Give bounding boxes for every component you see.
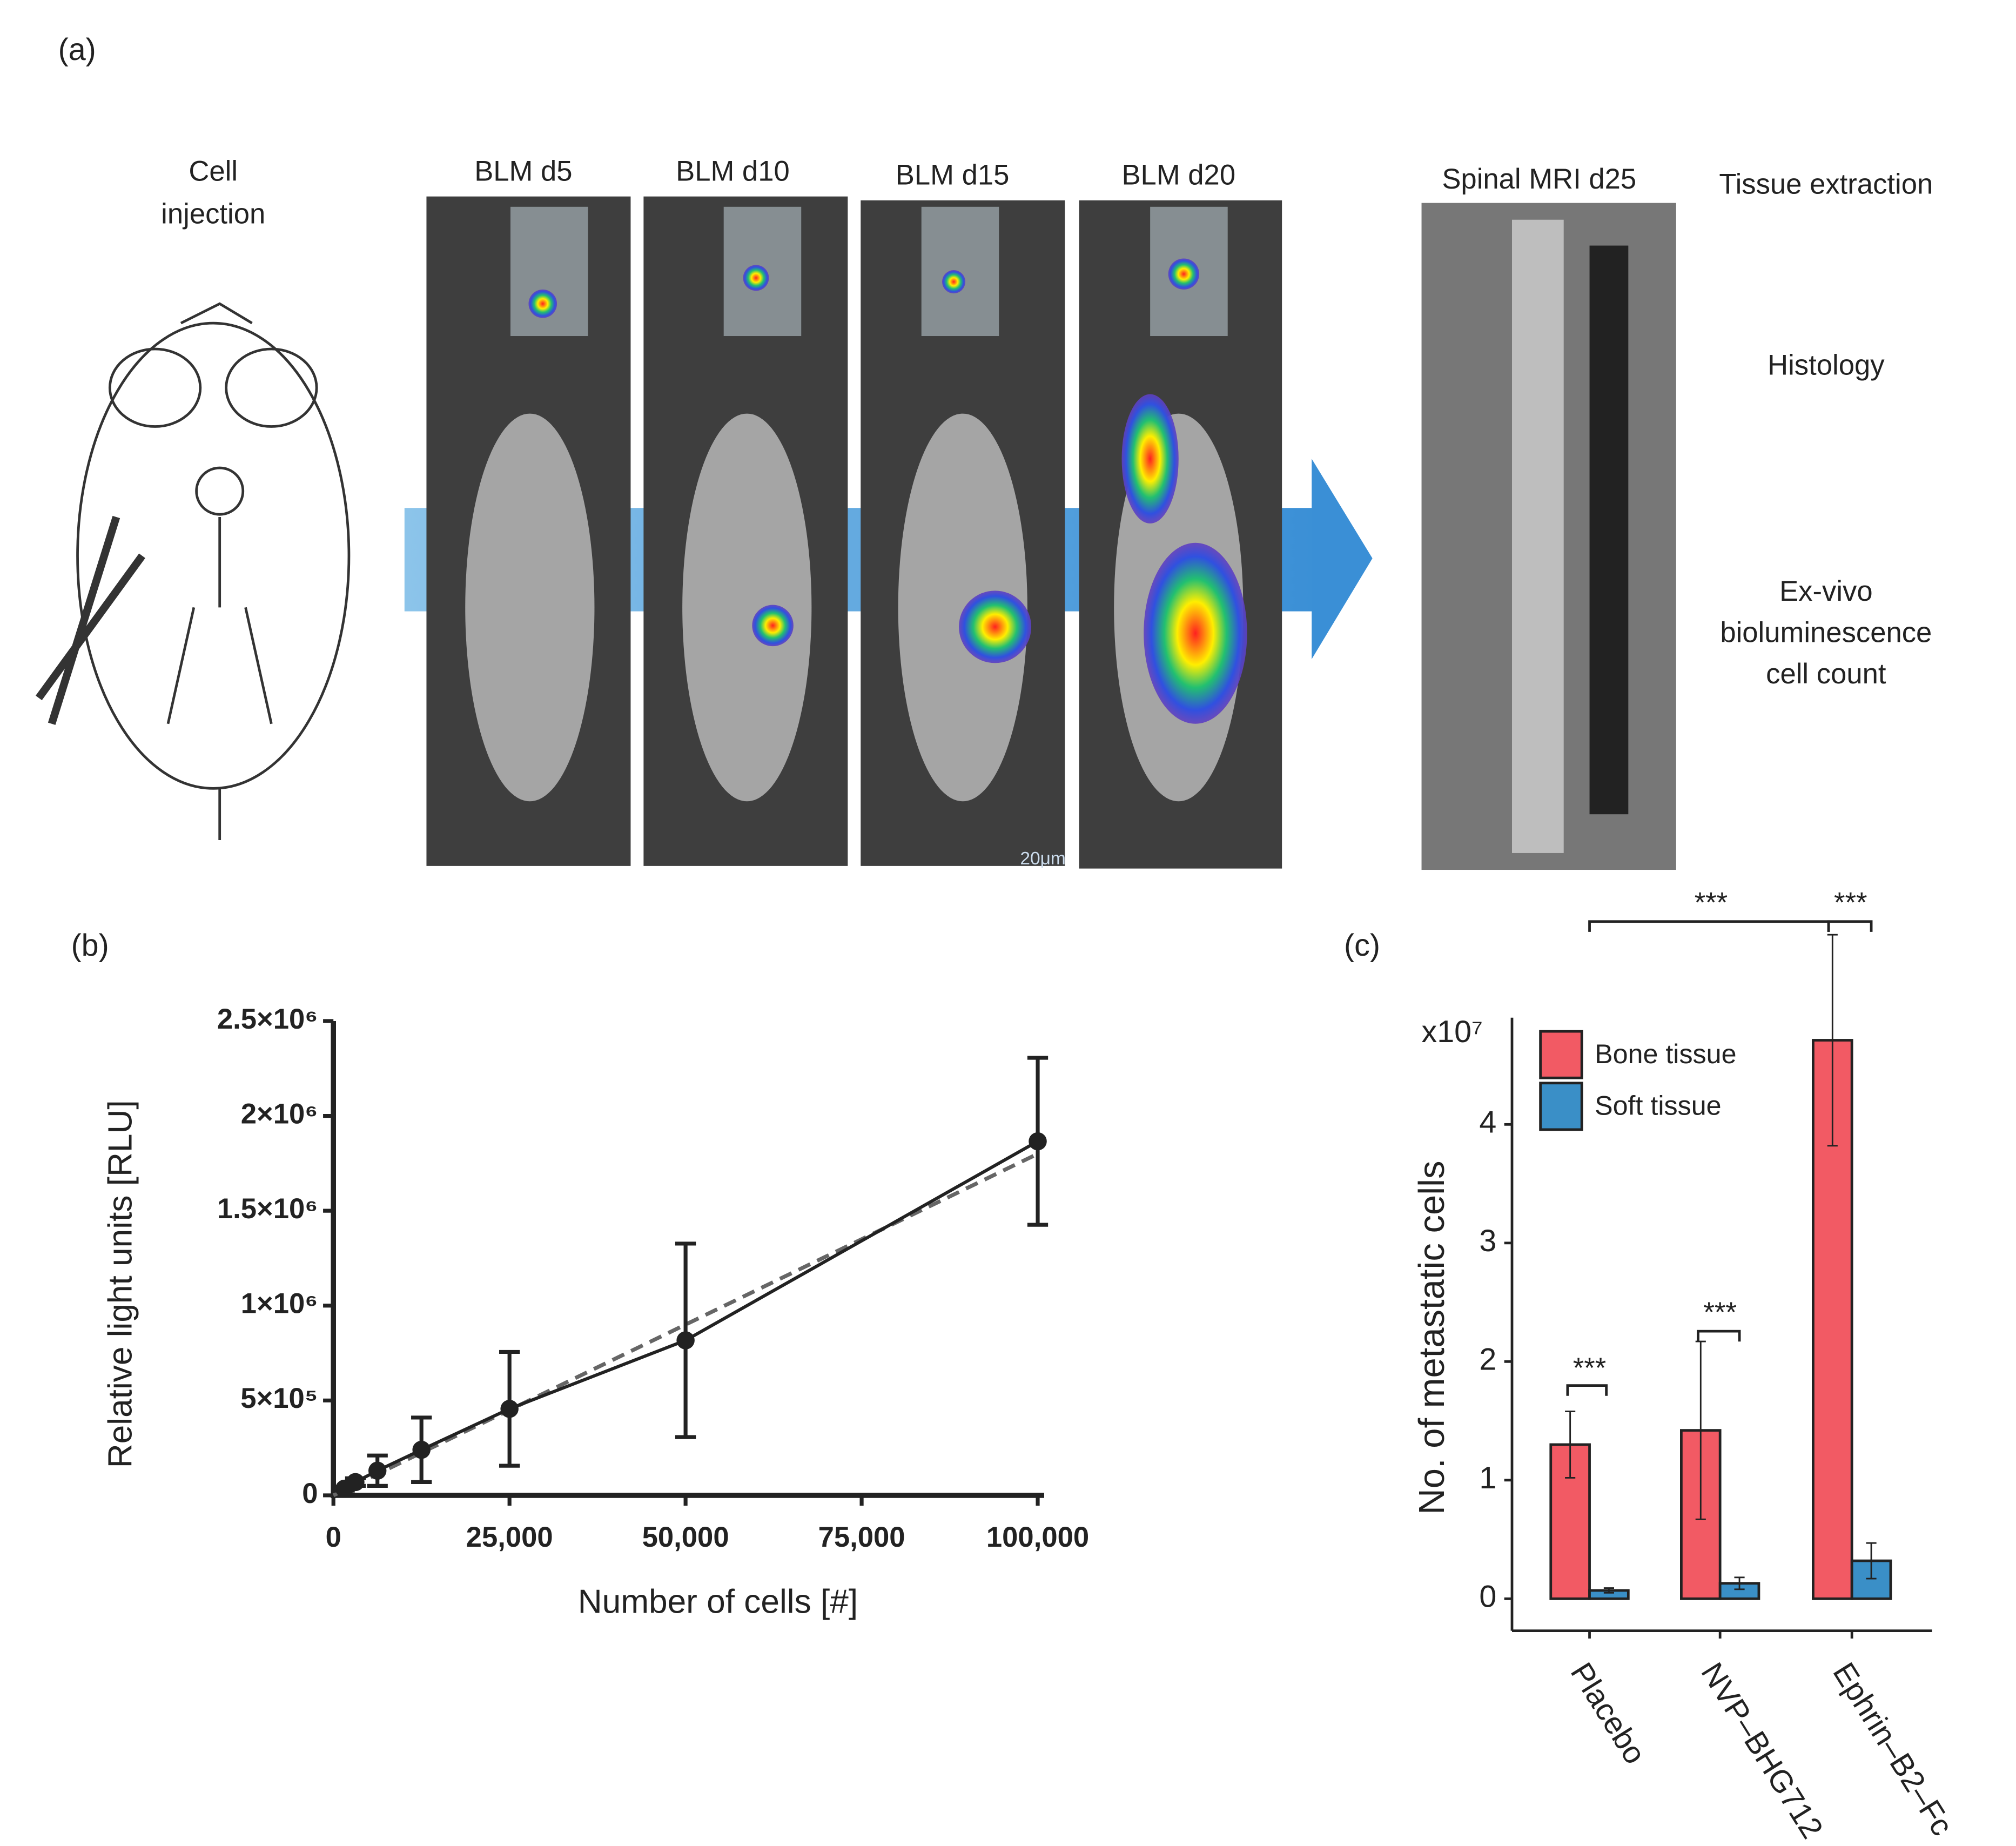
data-point <box>412 1440 431 1459</box>
legend-label: Soft tissue <box>1595 1091 1721 1121</box>
x-tick-label: NVP–BHG712 <box>1694 1657 1829 1845</box>
error-bar <box>1734 1576 1745 1590</box>
step-label: bioluminescence <box>1720 617 1932 649</box>
significance-bracket <box>1588 920 1830 932</box>
y-tick-label: 2×10⁶ <box>241 1098 318 1130</box>
bar <box>1850 1559 1892 1600</box>
step-label: injection <box>161 198 265 230</box>
data-point <box>368 1461 387 1480</box>
y-tick-label: 0 <box>302 1478 318 1509</box>
x-tick-label: Ephrin–B2–Fc <box>1826 1657 1959 1842</box>
error-bar <box>1866 1542 1877 1580</box>
x-tick-label: Placebo <box>1564 1657 1652 1770</box>
data-point <box>346 1473 365 1492</box>
panel-label: (b) <box>71 928 109 963</box>
step-label: cell count <box>1766 658 1886 690</box>
data-point <box>500 1400 519 1418</box>
y-tick-label: 4 <box>1479 1105 1496 1140</box>
y-unit-label: x10⁷ <box>1422 1015 1483 1049</box>
y-tick-label: 3 <box>1479 1224 1496 1258</box>
significance-label: *** <box>1695 887 1728 919</box>
x-tick-label: 50,000 <box>642 1521 729 1553</box>
y-axis-label: Relative light units [RLU] <box>102 1100 139 1468</box>
x-tick-label: 0 <box>326 1521 341 1553</box>
bioluminescence-images <box>426 196 1676 870</box>
timepoint-label: BLM d5 <box>474 156 572 187</box>
error-bar <box>1827 934 1838 1147</box>
error-bar <box>1603 1587 1614 1594</box>
x-tick-label: 75,000 <box>818 1521 905 1553</box>
y-tick-label: 0 <box>1479 1579 1496 1614</box>
mri-label: Spinal MRI d25 <box>1442 163 1636 195</box>
y-tick-label: 5×10⁵ <box>240 1382 318 1414</box>
y-tick-label: 2.5×10⁶ <box>217 1003 318 1035</box>
timepoint-label: BLM d15 <box>896 159 1010 191</box>
timepoint-label: BLM d10 <box>676 156 790 187</box>
y-tick-label: 1.5×10⁶ <box>217 1193 318 1225</box>
x-tick-label: 25,000 <box>466 1521 553 1553</box>
significance-bracket <box>1566 1384 1608 1396</box>
step-label: Tissue extraction <box>1719 168 1933 200</box>
y-tick-label: 1 <box>1479 1461 1496 1495</box>
timepoint-label: BLM d20 <box>1121 159 1235 191</box>
step-label: Histology <box>1768 349 1885 381</box>
significance-label: *** <box>1834 887 1867 919</box>
panel-a-art <box>35 196 1676 870</box>
y-axis-label: No. of metastatic cells <box>1412 1161 1452 1515</box>
legend-swatch <box>1539 1030 1583 1079</box>
significance-label: *** <box>1573 1352 1606 1384</box>
y-tick-label: 1×10⁶ <box>241 1288 318 1320</box>
error-bar <box>1565 1411 1576 1479</box>
significance-bracket <box>1827 920 1873 932</box>
arrow-head <box>1312 459 1373 660</box>
significance-label: *** <box>1703 1297 1736 1328</box>
y-tick-label: 2 <box>1479 1342 1496 1377</box>
mouse-drawing <box>35 302 351 841</box>
data-point <box>1029 1132 1047 1151</box>
x-tick-label: 100,000 <box>986 1521 1089 1553</box>
legend-label: Bone tissue <box>1595 1039 1736 1069</box>
step-label: Cell <box>189 156 238 187</box>
data-point <box>676 1331 695 1350</box>
fit-line <box>332 1152 1039 1498</box>
scale-bar-label: 20μm <box>1020 849 1065 869</box>
x-axis-label: Number of cells [#] <box>578 1583 858 1620</box>
panel-label: (c) <box>1344 928 1380 963</box>
significance-bracket <box>1697 1330 1741 1342</box>
panel-label: (a) <box>58 32 96 67</box>
legend-swatch <box>1539 1082 1583 1131</box>
step-label: Ex-vivo <box>1779 575 1873 607</box>
